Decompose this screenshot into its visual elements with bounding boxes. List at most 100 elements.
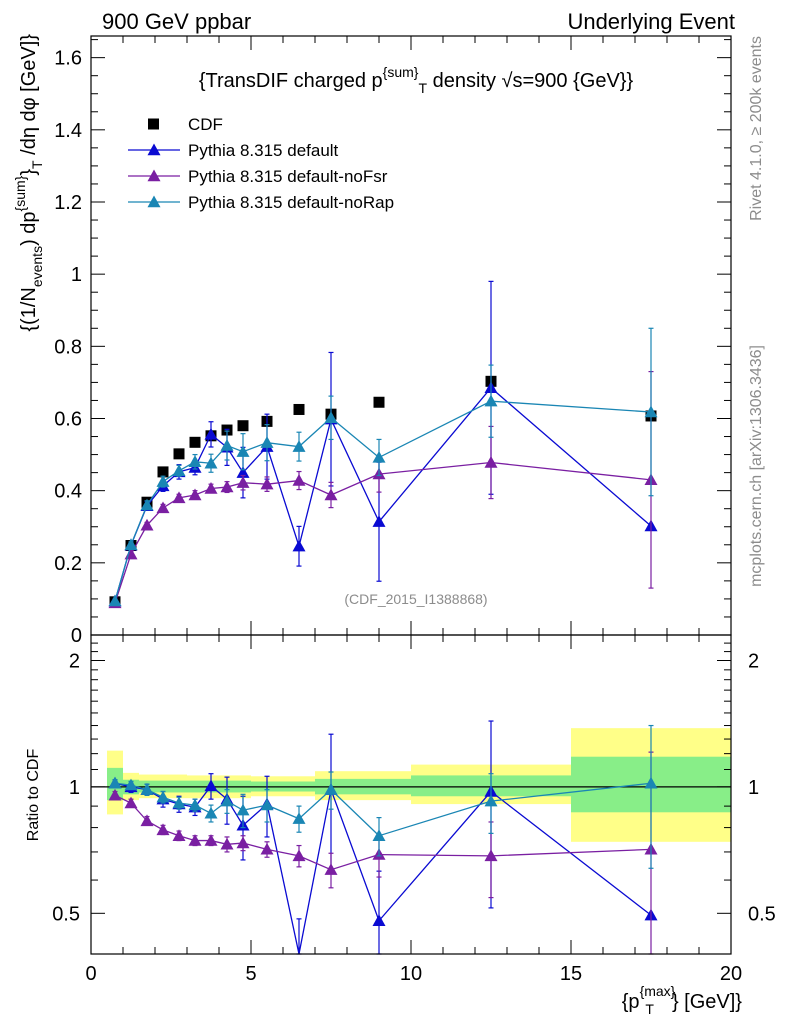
y-tick-label: 1.2: [54, 192, 82, 214]
ratio-ticks: 0.5 0.51 12 20 5 10 15 20: [52, 634, 776, 985]
chart-title: {TransDIF charged p{sum}T density √s=900…: [199, 64, 634, 96]
cdf-point: [189, 436, 201, 448]
noFsr-point: [484, 456, 498, 468]
legend-label-cdf: CDF: [188, 115, 223, 134]
noFsr-ratio-point: [108, 788, 122, 801]
ratio-y-tick-label-right: 0.5: [748, 903, 776, 925]
noRap-ratio-point: [172, 796, 186, 809]
analysis-reference: (CDF_2015_I1388868): [344, 591, 487, 607]
y-tick-label: 1.4: [54, 120, 82, 142]
noFsr-ratio-point: [220, 837, 234, 850]
legend: CDF Pythia 8.315 default Pythia 8.315 defa…: [128, 115, 394, 212]
noRap-line: [114, 400, 652, 602]
x-tick-label: 10: [400, 963, 422, 985]
default-point: [236, 466, 250, 478]
main-series: [108, 280, 658, 609]
noFsr-line: [114, 461, 652, 604]
noFsr-ratio-point: [292, 849, 306, 862]
y-tick-label: 0.2: [54, 553, 82, 575]
legend-label-noFsr: Pythia 8.315 default-noFsr: [188, 167, 388, 186]
noRap-ratio-point: [220, 794, 234, 807]
x-tick-label: 5: [245, 963, 256, 985]
ratio-y-tick-label-left: 1: [69, 777, 80, 799]
noRap-ratio-point: [188, 798, 202, 811]
noRap-point: [220, 439, 234, 451]
cdf-point: [293, 403, 305, 415]
default-ratio-point: [204, 779, 218, 792]
noRap-point: [260, 436, 274, 448]
noFsr-ratio-point: [124, 796, 138, 809]
main-panel: 0 0.2 0.4 0.6 0.8 1 1.2 1.4 1.6 {TransDIF charge…: [12, 34, 732, 647]
noFsr-point: [188, 488, 202, 501]
noRap-point: [484, 394, 498, 407]
y-tick-label: 0: [71, 625, 82, 647]
ratio-series: [108, 720, 658, 955]
legend-marker-default: [147, 143, 161, 156]
x-tick-label: 0: [85, 963, 96, 985]
noFsr-ratio-point: [484, 849, 498, 862]
y-tick-label: 1: [71, 264, 82, 286]
mcplots-label: mcplots.cern.ch [arXiv:1306.3436]: [748, 345, 765, 587]
noRap-point: [172, 464, 186, 477]
noFsr-ratio-point: [260, 842, 274, 855]
noRap-ratio-point: [644, 776, 658, 789]
default-ratio-point: [372, 914, 386, 926]
ratio-y-tick-label-right: 2: [748, 650, 759, 672]
cdf-point: [237, 420, 249, 432]
y-tick-label: 0.4: [54, 481, 82, 503]
noFsr-point: [204, 481, 218, 494]
noRap-ratio-point: [140, 783, 154, 795]
ratio-y-tick-label-left: 2: [69, 650, 80, 672]
noRap-ratio-point: [108, 776, 122, 789]
noFsr-point: [324, 488, 338, 501]
main-frame: [90, 35, 732, 636]
legend-label-noRap: Pythia 8.315 default-noRap: [188, 193, 394, 212]
legend-marker-cdf: [148, 118, 159, 130]
legend-marker-noFsr: [147, 169, 161, 182]
noFsr-point: [260, 477, 274, 490]
noRap-ratio-point: [156, 790, 170, 803]
noRap-ratio-point: [124, 778, 138, 791]
noFsr-point: [156, 501, 170, 514]
noFsr-ratio-point: [188, 834, 202, 846]
legend-label-default: Pythia 8.315 default: [188, 141, 339, 160]
noRap-point: [156, 475, 170, 487]
legend-marker-noRap: [147, 195, 161, 208]
x-axis-label: {p{max} T} [GeV]}: [622, 983, 743, 1017]
ratio-frame: [90, 634, 732, 955]
noFsr-point: [220, 480, 234, 493]
noFsr-ratio-point: [204, 834, 218, 846]
x-tick-label: 15: [560, 963, 582, 985]
noRap-point: [644, 405, 658, 418]
cdf-point: [173, 448, 185, 460]
y-tick-label: 0.6: [54, 408, 82, 430]
noRap-point: [108, 594, 122, 607]
main-ticks: 0 0.2 0.4 0.6 0.8 1 1.2 1.4 1.6: [54, 36, 732, 647]
header-right: Underlying Event: [567, 9, 735, 34]
y-tick-label: 1.6: [54, 48, 82, 70]
noRap-point: [140, 498, 154, 511]
noFsr-point: [236, 476, 250, 488]
noRap-point: [124, 538, 138, 550]
noFsr-point: [292, 474, 306, 486]
noRap-point: [372, 450, 386, 463]
noRap-point: [236, 445, 250, 457]
default-point: [204, 427, 218, 440]
noRap-ratio-point: [292, 812, 306, 824]
noFsr-point: [172, 491, 186, 504]
noRap-ratio-point: [484, 794, 498, 807]
cdf-point: [373, 396, 385, 408]
rivet-label: Rivet 4.1.0, ≥ 200k events: [748, 36, 765, 221]
default-point: [372, 515, 386, 527]
noRap-ratio-point: [260, 798, 274, 811]
noFsr-ratio-point: [140, 814, 154, 827]
noRap-ratio-point: [204, 806, 218, 819]
noRap-point: [292, 440, 306, 452]
noRap-ratio-point: [372, 829, 386, 841]
default-point: [292, 539, 306, 552]
x-tick-label: 20: [720, 963, 742, 985]
noRap-ratio-point: [236, 803, 250, 816]
noRap-point: [204, 456, 218, 469]
ratio-y-axis-label: Ratio to CDF: [25, 749, 42, 842]
noRap-point: [324, 411, 338, 423]
